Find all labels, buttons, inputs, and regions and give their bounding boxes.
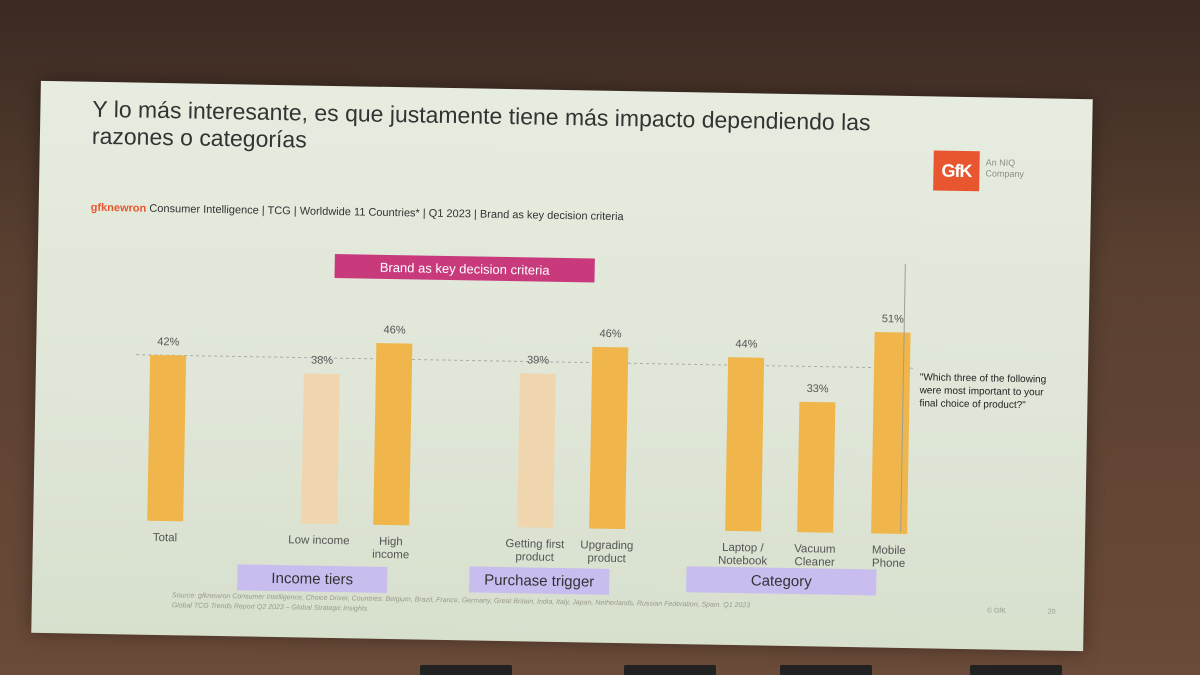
category-label: Low income — [288, 534, 350, 547]
category-label: income — [372, 549, 409, 562]
group-label-income-tiers: Income tiers — [237, 564, 388, 593]
bar-value-label: 51% — [882, 313, 904, 325]
gfk-logo: GfK — [933, 150, 980, 192]
bar — [373, 343, 413, 526]
bar — [301, 373, 340, 525]
bar — [725, 357, 765, 532]
slide-title: Y lo más interesante, es que justamente … — [91, 95, 871, 153]
subtitle-text: Consumer Intelligence | TCG | Worldwide … — [146, 202, 624, 224]
bar-value-label: 38% — [311, 355, 333, 367]
category-label: Notebook — [718, 555, 768, 568]
group-label-category: Category — [686, 566, 877, 596]
category-label: Getting first — [505, 538, 565, 551]
bar-value-label: 39% — [527, 354, 549, 366]
bar — [147, 354, 187, 522]
logo-subtitle: An NIQ Company — [985, 157, 1025, 180]
bar-value-label: 44% — [735, 338, 757, 350]
bar — [871, 332, 911, 535]
bar — [517, 373, 556, 528]
page-number: 20 — [1047, 608, 1056, 616]
screen-stand — [624, 665, 716, 675]
bar-value-label: 42% — [157, 336, 179, 348]
bar — [797, 401, 836, 533]
category-label: Total — [153, 532, 178, 544]
category-label: product — [587, 552, 626, 565]
bar — [589, 346, 629, 530]
survey-question-note: "Which three of the following were most … — [919, 372, 1047, 412]
screen-stand — [420, 665, 512, 675]
category-label: Cleaner — [794, 556, 835, 569]
slide-subtitle: gfknewron Consumer Intelligence | TCG | … — [91, 202, 624, 223]
category-label: Mobile — [872, 544, 906, 557]
bar-value-label: 46% — [383, 324, 405, 336]
subtitle-brand: gfknewron — [90, 201, 147, 215]
bar-value-label: 33% — [807, 383, 829, 395]
category-label: High — [379, 536, 403, 548]
copyright: © GfK — [986, 607, 1007, 615]
screen-stand — [970, 665, 1062, 675]
category-label: product — [515, 551, 554, 564]
category-label: Upgrading — [580, 539, 633, 552]
presentation-slide: Y lo más interesante, es que justamente … — [31, 80, 1093, 652]
group-label-purchase-trigger: Purchase trigger — [469, 566, 610, 595]
reference-line — [136, 354, 917, 369]
screen-stand — [780, 665, 872, 675]
category-label: Vacuum — [794, 543, 836, 556]
category-label: Phone — [872, 557, 905, 570]
bar-value-label: 46% — [599, 328, 621, 340]
category-label: Laptop / — [722, 542, 765, 555]
